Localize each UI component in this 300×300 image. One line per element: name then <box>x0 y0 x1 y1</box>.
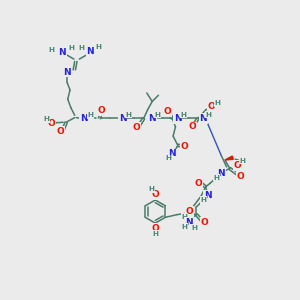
Text: N: N <box>218 169 225 178</box>
Text: H: H <box>200 197 206 203</box>
Text: O: O <box>200 218 208 227</box>
Text: H: H <box>214 100 220 106</box>
Text: N: N <box>58 48 66 57</box>
Text: N: N <box>80 114 88 123</box>
Text: H: H <box>154 112 160 118</box>
Text: O: O <box>237 172 244 181</box>
Text: H: H <box>69 44 75 50</box>
Text: N: N <box>148 114 156 123</box>
Text: H: H <box>148 186 154 192</box>
Text: H: H <box>239 158 245 164</box>
Text: H: H <box>180 112 186 118</box>
Text: H: H <box>125 112 131 118</box>
Text: H: H <box>214 175 220 181</box>
Text: H: H <box>79 44 85 50</box>
Text: N: N <box>200 114 207 123</box>
Text: H: H <box>182 224 188 230</box>
Text: O: O <box>164 107 172 116</box>
Text: N: N <box>119 114 127 123</box>
Text: H: H <box>166 155 172 161</box>
Text: O: O <box>189 122 196 131</box>
Text: H: H <box>191 225 197 231</box>
Polygon shape <box>225 156 233 160</box>
Text: O: O <box>98 106 106 115</box>
Text: N: N <box>204 191 212 200</box>
Text: O: O <box>57 127 64 136</box>
Text: N: N <box>169 149 176 158</box>
Text: N: N <box>63 68 71 77</box>
Text: O: O <box>152 190 159 199</box>
Text: O: O <box>48 118 55 127</box>
Text: N: N <box>174 114 182 123</box>
Text: N: N <box>186 218 193 227</box>
Text: H: H <box>182 214 188 220</box>
Text: N: N <box>86 47 94 56</box>
Text: O: O <box>181 142 189 151</box>
Text: H: H <box>152 231 158 237</box>
Text: H: H <box>49 47 55 53</box>
Text: O: O <box>133 123 141 132</box>
Text: O: O <box>208 102 216 111</box>
Text: O: O <box>195 178 203 188</box>
Text: O: O <box>152 224 159 233</box>
Text: O: O <box>234 161 241 170</box>
Text: H: H <box>87 112 93 118</box>
Text: O: O <box>185 207 193 216</box>
Text: H: H <box>96 44 102 50</box>
Text: H: H <box>206 112 212 118</box>
Text: H: H <box>43 116 49 122</box>
